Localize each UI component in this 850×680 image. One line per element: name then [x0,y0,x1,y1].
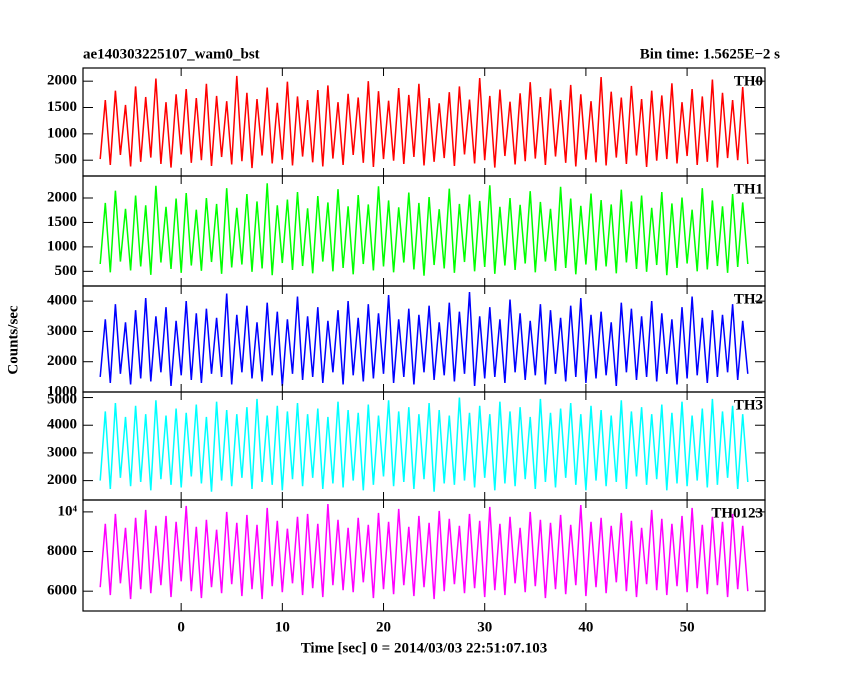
x-tick-label: 30 [477,619,492,635]
x-tick-label: 50 [680,619,695,635]
y-tick-label: 5000 [47,391,77,407]
y-tick-label: 1000 [47,383,77,399]
panel-label: TH2 [734,291,763,307]
y-tick-label: 500 [55,152,78,168]
y-tick-label: 2000 [47,73,77,89]
y-tick-label: 2000 [47,189,77,205]
chart-subtitle: Bin time: 1.5625E−2 s [640,46,780,62]
y-tick-label: 1000 [47,125,77,141]
y-tick-label: 8000 [47,543,77,559]
x-tick-label: 0 [177,619,185,635]
y-tick-label: 500 [55,263,78,279]
y-tick-label: 10⁴ [58,503,78,519]
x-tick-label: 20 [376,619,391,635]
series-line [99,183,749,276]
panel-label: TH0 [734,73,763,89]
y-tick-label: 2000 [47,472,77,488]
series-line [99,292,749,386]
y-tick-label: 2000 [47,353,77,369]
y-tick-label: 1000 [47,238,77,254]
series-line [99,503,749,600]
y-tick-label: 4000 [47,417,77,433]
x-tick-label: 10 [275,619,290,635]
y-tick-label: 1500 [47,214,77,230]
y-tick-label: 6000 [47,583,77,599]
y-tick-label: 3000 [47,323,77,339]
y-tick-label: 3000 [47,444,77,460]
x-axis-label: Time [sec] 0 = 2014/03/03 22:51:07.103 [301,640,548,656]
x-tick-label: 40 [578,619,593,635]
panel-label: TH0123 [711,505,763,521]
y-tick-label: 1500 [47,99,77,115]
series-line [99,397,749,492]
panel-label: TH1 [734,181,763,197]
panel-label: TH3 [734,397,763,413]
panel-frame [82,499,766,612]
series-line [99,75,749,169]
y-tick-label: 4000 [47,293,77,309]
chart-title: ae140303225107_wam0_bst [83,46,260,62]
y-axis-label: Counts/sec [5,305,21,375]
